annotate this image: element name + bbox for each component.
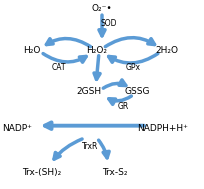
Text: Trx-(SH)₂: Trx-(SH)₂: [22, 168, 61, 177]
Text: SOD: SOD: [101, 19, 117, 28]
Text: H₂O₂: H₂O₂: [86, 46, 107, 55]
Text: TrxR: TrxR: [82, 142, 98, 151]
Text: NADPH+H⁺: NADPH+H⁺: [137, 124, 188, 133]
Text: 2GSH: 2GSH: [76, 87, 101, 96]
Text: GPx: GPx: [126, 63, 141, 72]
Text: GR: GR: [118, 102, 129, 111]
Text: O₂⁻•: O₂⁻•: [92, 4, 112, 13]
Text: Trx-S₂: Trx-S₂: [102, 168, 128, 177]
Text: NADP⁺: NADP⁺: [2, 124, 32, 133]
Text: 2H₂O: 2H₂O: [156, 46, 179, 55]
Text: GSSG: GSSG: [125, 87, 151, 96]
Text: H₂O: H₂O: [23, 46, 40, 55]
Text: CAT: CAT: [52, 63, 67, 72]
